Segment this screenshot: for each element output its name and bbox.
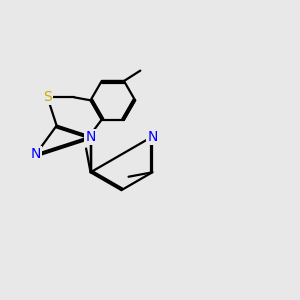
Text: N: N <box>147 130 158 144</box>
Text: S: S <box>43 90 52 104</box>
Text: N: N <box>85 130 96 144</box>
Text: N: N <box>31 148 41 161</box>
Text: N: N <box>85 130 96 144</box>
